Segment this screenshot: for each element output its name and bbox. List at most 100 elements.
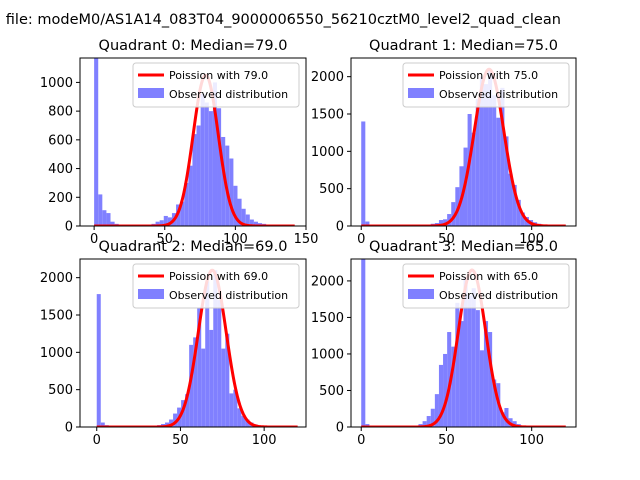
y-tick-label: 500 xyxy=(319,182,344,197)
histogram-bar xyxy=(479,76,484,226)
histogram-bar xyxy=(241,208,246,226)
histogram-bar xyxy=(200,93,205,226)
y-tick-label: 2000 xyxy=(311,70,344,85)
histogram-bar xyxy=(106,213,111,226)
legend-histogram-label: Observed distribution xyxy=(439,88,558,101)
y-tick-label: 1500 xyxy=(311,311,344,326)
plot-area xyxy=(93,58,296,226)
histogram-bar xyxy=(209,329,214,427)
x-tick-label: 0 xyxy=(357,232,365,247)
histogram-bar xyxy=(221,136,226,226)
histogram-bar xyxy=(504,136,509,226)
x-tick-label: 0 xyxy=(93,433,101,448)
histogram-bar xyxy=(438,364,444,427)
histogram-bar xyxy=(110,221,115,226)
histogram-bar xyxy=(185,394,190,427)
histogram-bar xyxy=(516,199,521,226)
histogram-bar xyxy=(479,350,484,427)
histogram-bar xyxy=(365,221,370,226)
y-tick-label: 500 xyxy=(48,383,73,398)
y-tick-label: 1500 xyxy=(40,309,73,324)
histogram-bar xyxy=(159,220,164,226)
x-tick-label: 50 xyxy=(172,433,189,448)
histogram-bar xyxy=(361,259,366,427)
y-tick-label: 1000 xyxy=(311,145,344,160)
histogram-bar xyxy=(193,337,198,427)
histogram-bar xyxy=(241,415,246,427)
histogram-bar xyxy=(201,348,206,427)
legend-histogram-label: Observed distribution xyxy=(169,289,288,302)
histogram-bar xyxy=(233,389,238,427)
y-tick-label: 200 xyxy=(48,191,73,206)
histogram-bar xyxy=(483,321,489,427)
legend-histogram-swatch xyxy=(138,88,164,98)
histogram-bar xyxy=(447,332,452,427)
histogram-bar xyxy=(483,84,489,226)
histogram-bar xyxy=(500,412,505,427)
y-tick-label: 0 xyxy=(65,220,73,235)
legend: Poission with 79.0 Observed distribution xyxy=(132,62,300,108)
y-tick-label: 500 xyxy=(319,384,344,399)
axes-frame xyxy=(350,57,577,227)
legend-box xyxy=(402,263,570,309)
subplot-title: Quadrant 3: Median=65.0 xyxy=(369,239,558,255)
histogram-bar xyxy=(197,307,202,427)
histogram-bar xyxy=(102,210,107,226)
histogram-bar xyxy=(213,270,218,427)
histogram-bar xyxy=(520,212,525,226)
legend-poisson-label: Poission with 65.0 xyxy=(439,270,538,283)
x-tick-label: 150 xyxy=(294,232,319,247)
legend: Poission with 65.0 Observed distribution xyxy=(402,263,570,309)
histogram-bar xyxy=(208,111,213,226)
histogram-bar xyxy=(94,58,99,226)
y-tick-label: 2000 xyxy=(40,271,73,286)
y-tick-label: 0 xyxy=(336,220,344,235)
axes-frame xyxy=(79,57,307,227)
legend-box xyxy=(132,263,300,309)
histogram-bar xyxy=(225,333,230,427)
x-tick-label: 100 xyxy=(252,433,277,448)
histogram-bar xyxy=(459,321,464,427)
histogram-bar xyxy=(508,173,513,226)
plot-area xyxy=(360,67,567,226)
histogram-bar xyxy=(212,82,218,226)
histogram-bar xyxy=(245,214,250,226)
y-tick-label: 1500 xyxy=(311,108,344,123)
y-tick-label: 600 xyxy=(48,133,73,148)
x-tick-label: 50 xyxy=(438,232,455,247)
legend-box xyxy=(132,62,300,108)
histogram-bar xyxy=(249,219,254,226)
histogram-bar xyxy=(500,87,505,226)
x-tick-label: 0 xyxy=(90,232,98,247)
histogram-bar xyxy=(100,422,105,427)
subplot-title: Quadrant 2: Median=69.0 xyxy=(99,239,288,255)
y-tick-label: 0 xyxy=(65,421,73,436)
histogram-bar xyxy=(204,102,209,226)
legend-histogram-label: Observed distribution xyxy=(439,289,558,302)
x-tick-label: 100 xyxy=(223,232,248,247)
histogram-bar xyxy=(237,408,242,427)
legend-histogram-swatch xyxy=(408,88,434,98)
y-tick-label: 400 xyxy=(48,162,73,177)
histogram-bar xyxy=(245,419,250,427)
legend-histogram-label: Observed distribution xyxy=(169,88,288,101)
histogram-bar xyxy=(173,413,178,427)
legend-box xyxy=(402,62,570,108)
histogram-bar xyxy=(217,300,222,427)
y-tick-label: 800 xyxy=(48,105,73,120)
plot-area xyxy=(96,268,299,427)
x-tick-label: 0 xyxy=(357,433,365,448)
histogram-bar xyxy=(96,294,101,427)
histogram-bar xyxy=(205,281,210,427)
histogram-bar xyxy=(467,114,472,226)
histogram-bar xyxy=(443,353,448,427)
histogram-bar xyxy=(181,400,186,427)
histogram-bar xyxy=(496,117,501,226)
x-tick-label: 50 xyxy=(438,433,455,448)
histogram-bar xyxy=(512,184,517,226)
histogram-bar xyxy=(233,185,238,226)
